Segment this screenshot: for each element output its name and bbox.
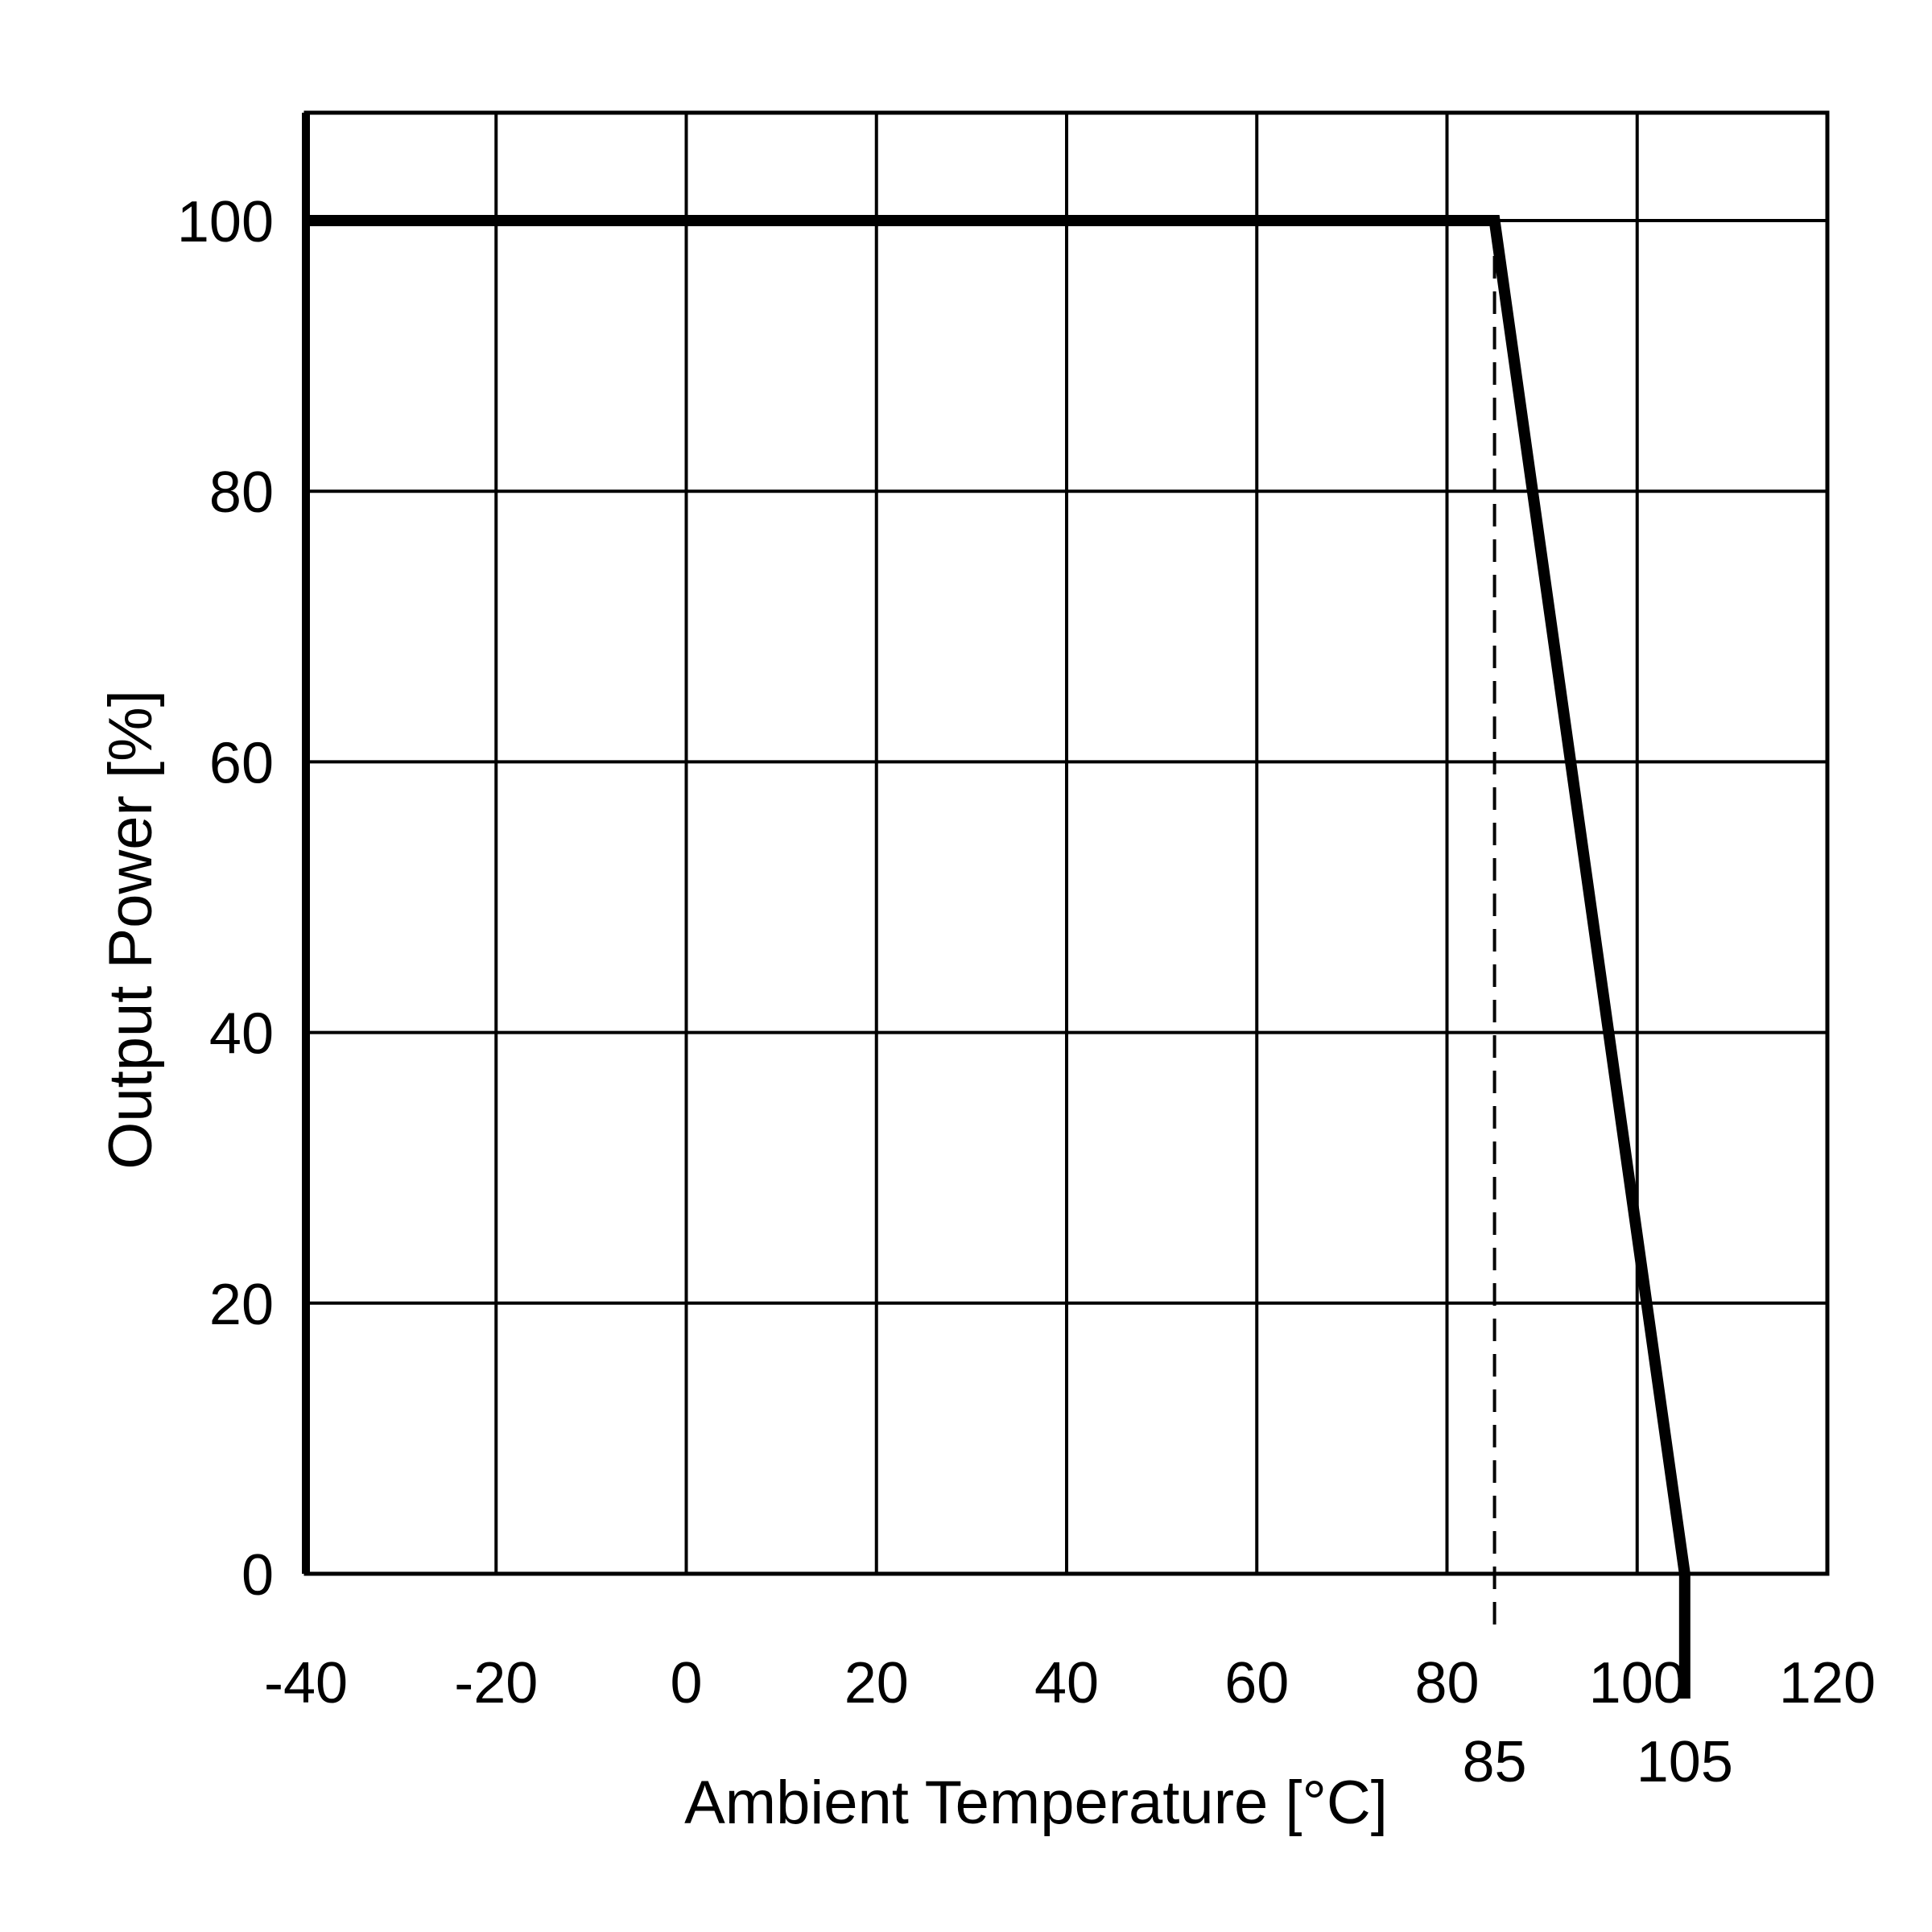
y-tick-label: 100 — [177, 190, 274, 254]
series-line — [306, 215, 1690, 1575]
x-tick-label: -40 — [264, 1651, 348, 1715]
x-tick-label: 40 — [1034, 1651, 1099, 1715]
annotations: 85 105 — [1463, 221, 1733, 1794]
y-tick-label: 20 — [209, 1273, 274, 1337]
x-tick-labels: -40 -20 0 20 40 60 80 100 120 — [264, 1651, 1876, 1715]
x-tick-label: 80 — [1414, 1651, 1479, 1715]
plot-frame — [302, 110, 1830, 1576]
x-tick-label: 20 — [844, 1651, 909, 1715]
y-axis-title: Output Power [%] — [97, 690, 165, 1170]
x-tick-label: 60 — [1224, 1651, 1289, 1715]
x-tick-label: -20 — [454, 1651, 538, 1715]
x-axis-title: Ambient Temperature [°C] — [684, 1769, 1388, 1837]
y-tick-label: 0 — [242, 1543, 274, 1608]
series — [306, 215, 1690, 1575]
y-tick-label: 60 — [209, 731, 274, 795]
x-tick-label: 100 — [1589, 1651, 1686, 1715]
y-tick-labels: 0 20 40 60 80 100 — [177, 190, 274, 1608]
annotation-label: 105 — [1637, 1730, 1733, 1794]
y-tick-label: 80 — [209, 460, 274, 525]
x-tick-label: 120 — [1779, 1651, 1876, 1715]
x-tick-label: 0 — [670, 1651, 702, 1715]
y-tick-label: 40 — [209, 1002, 274, 1067]
annotation-label: 85 — [1463, 1730, 1527, 1794]
